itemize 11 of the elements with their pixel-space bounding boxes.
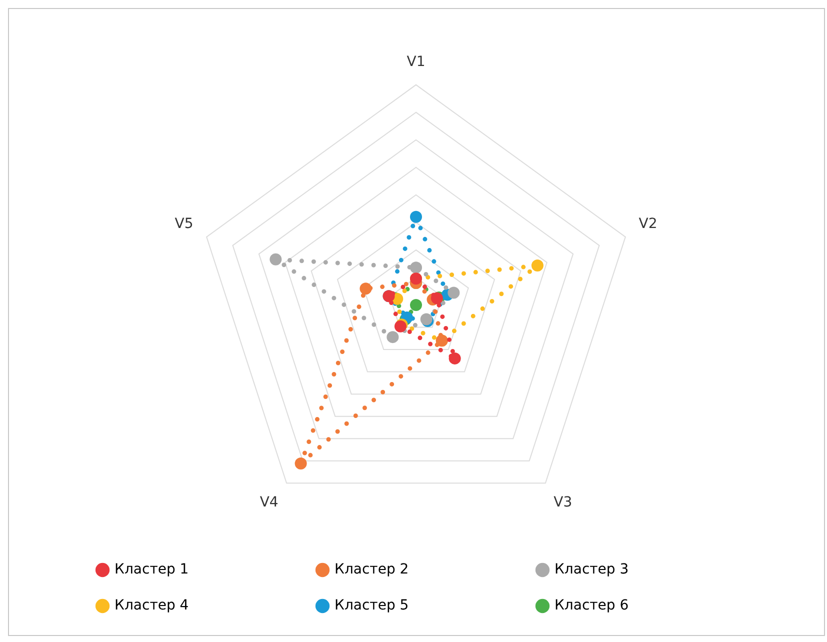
spoke-label: V2 [638,216,658,232]
spoke-label: V4 [260,494,278,511]
legend-label: Кластер 4 [114,598,296,614]
spoke-label: V5 [174,216,194,232]
legend-label: Кластер 6 [554,598,736,614]
legend-label: Кластер 1 [114,562,296,578]
legend-label: Кластер 3 [554,562,736,578]
legend-label: Кластер 5 [334,598,516,614]
spoke-label: V1 [406,54,426,70]
spoke-label: V3 [554,494,572,511]
legend-label: Кластер 2 [334,562,516,578]
